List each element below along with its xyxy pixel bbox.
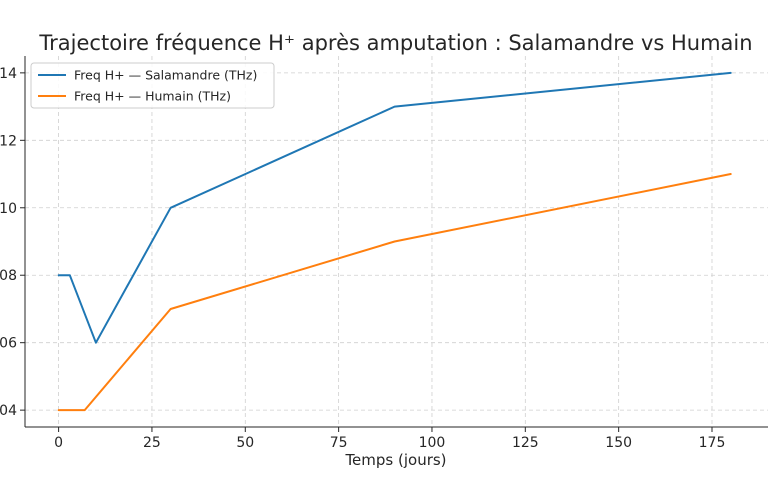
legend-items: Freq H+ — Salamandre (THz) Freq H+ — Huma… (38, 68, 257, 104)
x-axis-ticks: 0 25 50 75 100 125 150 175 (54, 427, 725, 451)
legend-label: Freq H+ — Salamandre (THz) (74, 68, 257, 83)
y-tick-label: 08 (0, 268, 17, 284)
x-tick-label: 25 (143, 435, 161, 451)
grid (25, 56, 768, 427)
x-tick-label: 100 (419, 435, 446, 451)
x-tick-label: 0 (54, 435, 63, 451)
chart-title: Trajectoire fréquence H⁺ après amputatio… (38, 31, 752, 55)
x-axis-label: Temps (jours) (344, 451, 446, 469)
series-line-1 (57, 71, 732, 344)
legend-label: Freq H+ — Humain (THz) (74, 89, 231, 104)
plot-spines (24, 56, 768, 428)
legend: Freq H+ — Salamandre (THz) Freq H+ — Huma… (30, 62, 275, 109)
x-tick-label: 125 (512, 435, 539, 451)
x-tick-label: 75 (330, 435, 348, 451)
y-axis-ticks: 04 06 08 10 12 14 (0, 66, 25, 419)
legend-box (30, 62, 275, 109)
y-tick-label: 06 (0, 336, 17, 352)
x-tick-label: 175 (699, 435, 726, 451)
x-tick-label: 50 (236, 435, 254, 451)
series-line-2 (57, 173, 732, 412)
x-tick-label: 150 (605, 435, 632, 451)
y-tick-label: 12 (0, 133, 17, 149)
y-tick-label: 14 (0, 66, 17, 82)
y-tick-label: 10 (0, 201, 17, 217)
y-tick-label: 04 (0, 403, 17, 419)
series-lines (57, 71, 732, 412)
